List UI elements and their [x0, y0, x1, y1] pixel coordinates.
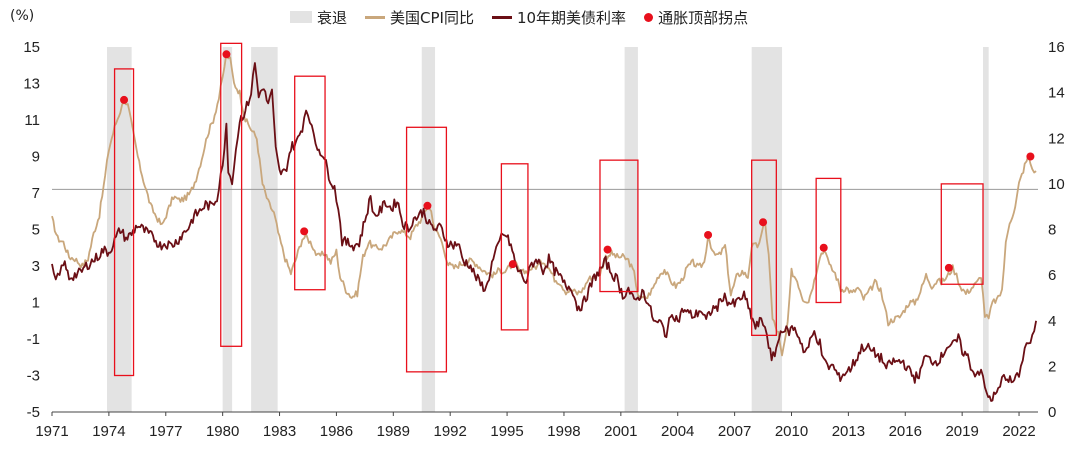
- legend-peak-swatch: [644, 12, 654, 22]
- x-tick-label: 2013: [832, 423, 865, 440]
- inflation-peak-point: [759, 218, 768, 227]
- legend-recession: 衰退: [290, 7, 347, 28]
- legend-yield-swatch: [491, 15, 512, 19]
- x-tick-label: 2001: [604, 423, 637, 440]
- left-tick-label: 15: [23, 39, 40, 56]
- left-tick-label: -3: [27, 368, 40, 385]
- inflation-peak-point: [944, 263, 953, 272]
- recession-band: [421, 47, 436, 412]
- x-tick-label: 2016: [889, 423, 922, 440]
- legend-peak-label: 通胀顶部拐点: [658, 8, 749, 27]
- inflation-peak-point: [704, 230, 713, 239]
- right-tick-label: 0: [1048, 404, 1056, 421]
- peak-highlight-box: [113, 68, 135, 377]
- x-tick-label: 1983: [263, 423, 296, 440]
- right-tick-label: 14: [1048, 85, 1065, 102]
- x-tick-label: 1989: [377, 423, 410, 440]
- x-tick-label: 2007: [718, 423, 751, 440]
- x-tick-label: 1998: [547, 423, 580, 440]
- right-tick-label: 8: [1048, 222, 1056, 239]
- right-tick-label: 6: [1048, 267, 1056, 284]
- inflation-peak-point: [222, 50, 231, 59]
- left-tick-label: 1: [32, 295, 40, 312]
- inflation-peak-point: [819, 243, 828, 252]
- peak-highlight-box: [940, 183, 984, 285]
- x-tick-label: 1977: [149, 423, 182, 440]
- chart-legend: 衰退 美国CPI同比 10年期美债利率 通胀顶部拐点: [290, 4, 748, 30]
- x-tick-label: 1986: [320, 423, 353, 440]
- recession-band: [751, 47, 783, 412]
- peak-highlight-box: [294, 75, 326, 291]
- legend-recession-label: 衰退: [317, 8, 348, 27]
- right-tick-label: 10: [1048, 176, 1065, 193]
- left-tick-label: 13: [23, 76, 40, 93]
- legend-cpi-swatch: [365, 15, 386, 19]
- legend-peak: 通胀顶部拐点: [644, 7, 748, 28]
- right-tick-label: 4: [1048, 313, 1056, 330]
- x-tick-label: 1992: [434, 423, 467, 440]
- x-tick-label: 2022: [1002, 423, 1035, 440]
- left-tick-label: 7: [32, 185, 40, 202]
- left-tick-label: -5: [27, 404, 40, 421]
- x-tick-label: 2004: [661, 423, 694, 440]
- x-tick-label: 1995: [490, 423, 523, 440]
- peak-highlight-box: [599, 159, 639, 293]
- inflation-peak-point: [1026, 152, 1035, 161]
- inflation-peak-point: [120, 95, 129, 104]
- peak-highlight-box: [220, 42, 243, 347]
- recession-band: [983, 47, 989, 412]
- left-tick-label: 9: [32, 149, 40, 166]
- left-axis-unit: (%): [10, 8, 35, 24]
- legend-yield-label: 10年期美债利率: [516, 8, 627, 27]
- legend-recession-swatch: [290, 11, 312, 23]
- legend-cpi-label: 美国CPI同比: [390, 8, 474, 27]
- peak-highlight-box: [500, 163, 529, 331]
- right-tick-label: 2: [1048, 358, 1056, 375]
- left-tick-label: 11: [24, 112, 40, 129]
- x-tick-label: 1974: [92, 423, 125, 440]
- peak-highlight-box: [815, 177, 842, 304]
- recession-band: [222, 47, 233, 412]
- legend-cpi: 美国CPI同比: [365, 7, 474, 28]
- peak-highlight-box: [405, 126, 448, 373]
- left-tick-label: 5: [32, 222, 40, 239]
- recession-band: [624, 47, 638, 412]
- peak-highlight-box: [751, 159, 777, 336]
- legend-yield: 10年期美债利率: [491, 7, 627, 28]
- cpi-line: [51, 52, 1037, 357]
- right-tick-label: 16: [1048, 39, 1065, 56]
- inflation-peak-point: [423, 201, 432, 210]
- inflation-peak-point: [300, 227, 309, 236]
- left-tick-label: -1: [27, 331, 40, 348]
- x-tick-label: 2010: [775, 423, 808, 440]
- x-tick-label: 1980: [206, 423, 239, 440]
- yield-line: [51, 62, 1037, 402]
- x-tick-label: 2019: [945, 423, 978, 440]
- inflation-peak-point: [508, 260, 517, 269]
- right-tick-label: 12: [1048, 130, 1065, 147]
- inflation-peak-point: [603, 245, 612, 254]
- left-tick-label: 3: [32, 258, 40, 275]
- x-tick-label: 1971: [35, 423, 68, 440]
